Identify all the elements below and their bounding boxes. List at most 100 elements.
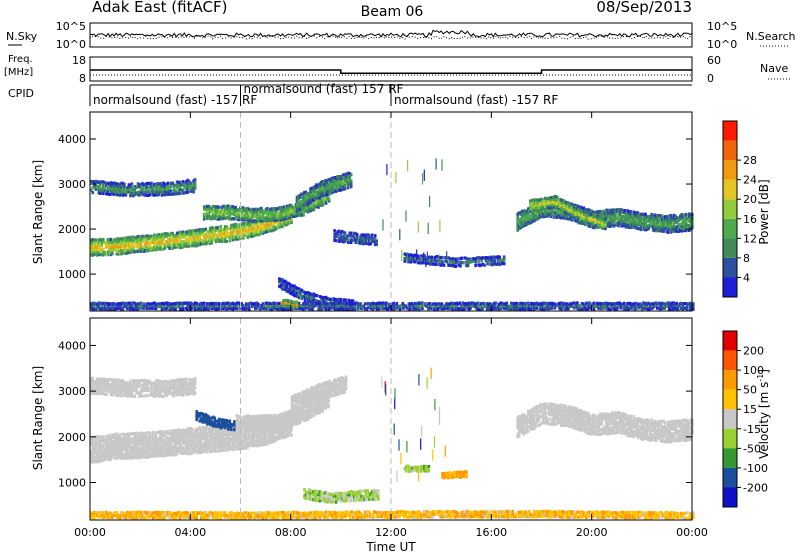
range-cell — [689, 217, 693, 221]
range-cell — [121, 193, 125, 197]
range-cell — [132, 307, 135, 311]
range-cell — [666, 225, 670, 229]
range-cell — [599, 218, 603, 222]
range-cell — [223, 236, 227, 240]
range-cell — [589, 306, 593, 310]
range-cell — [339, 179, 342, 183]
range-cell — [642, 214, 646, 218]
range-cell — [159, 432, 162, 436]
range-cell — [617, 221, 620, 225]
range-cell — [184, 445, 188, 449]
range-cell — [208, 229, 212, 233]
range-cell — [190, 432, 194, 436]
range-cell — [300, 295, 304, 299]
range-cell — [527, 216, 530, 220]
range-cell — [672, 301, 675, 305]
range-cell — [685, 226, 688, 230]
range-cell — [118, 242, 122, 247]
range-cell — [578, 210, 582, 214]
range-cell — [330, 188, 333, 192]
range-cell — [111, 302, 114, 306]
range-cell — [230, 235, 233, 239]
range-cell — [263, 210, 266, 214]
range-cell — [180, 436, 183, 440]
range-cell — [465, 256, 468, 261]
range-cell — [136, 456, 140, 460]
range-cell — [416, 304, 420, 308]
range-cell — [590, 209, 593, 213]
range-cell — [495, 255, 498, 259]
range-cell — [123, 246, 126, 251]
range-cell — [195, 305, 198, 309]
range-cell — [257, 233, 260, 237]
range-cell — [452, 302, 456, 306]
range-cell — [648, 305, 651, 309]
range-cell — [625, 304, 629, 309]
range-cell — [394, 304, 397, 308]
range-cell — [493, 262, 497, 266]
range-cell — [285, 281, 289, 285]
range-cell — [202, 235, 206, 239]
range-cell — [112, 247, 116, 251]
range-cell — [234, 214, 238, 218]
range-cell — [269, 221, 272, 225]
range-cell — [433, 262, 437, 266]
range-cell — [171, 236, 174, 241]
range-cell — [154, 441, 158, 445]
range-cell — [126, 251, 129, 255]
range-cell — [219, 225, 222, 229]
range-cell — [627, 215, 631, 219]
range-cell — [295, 207, 299, 211]
range-cell — [398, 304, 402, 308]
streak-cell — [441, 159, 443, 171]
range-cell — [210, 229, 213, 233]
range-cell — [114, 432, 117, 437]
range-cell — [204, 237, 207, 241]
range-cell — [90, 440, 93, 445]
range-cell — [138, 235, 141, 239]
range-cell — [308, 294, 311, 298]
range-cell — [351, 234, 354, 238]
range-cell — [340, 185, 344, 189]
range-cell — [356, 305, 359, 309]
range-cell — [529, 307, 533, 311]
range-cell — [90, 188, 93, 192]
range-cell — [333, 307, 337, 311]
range-cell — [650, 224, 653, 228]
range-cell — [135, 431, 138, 435]
range-cell — [233, 306, 236, 310]
range-cell — [187, 427, 191, 431]
range-cell — [254, 233, 257, 237]
range-cell — [112, 433, 116, 437]
range-cell — [267, 223, 271, 227]
range-cell — [132, 194, 135, 198]
range-cell — [613, 305, 617, 309]
range-cell — [407, 304, 411, 308]
range-cell — [593, 226, 596, 230]
range-cell — [199, 444, 203, 448]
range-cell — [190, 451, 194, 455]
range-cell — [278, 277, 281, 281]
range-cell — [168, 440, 171, 444]
range-cell — [168, 431, 171, 435]
range-cell — [139, 188, 143, 192]
range-cell — [550, 198, 553, 202]
range-cell — [102, 450, 105, 454]
range-cell — [660, 221, 664, 225]
range-cell — [198, 448, 201, 452]
range-cell — [598, 216, 601, 220]
range-cell — [115, 432, 119, 436]
range-cell — [237, 301, 241, 305]
range-cell — [211, 449, 215, 453]
range-cell — [230, 207, 233, 211]
range-cell — [587, 218, 591, 222]
range-cell — [261, 222, 265, 226]
range-cell — [685, 215, 688, 219]
range-cell — [108, 457, 111, 462]
range-cell — [295, 305, 299, 309]
range-cell — [553, 200, 556, 205]
range-cell — [444, 259, 447, 263]
range-cell — [348, 304, 352, 308]
range-cell — [266, 212, 269, 216]
range-cell — [114, 442, 117, 446]
